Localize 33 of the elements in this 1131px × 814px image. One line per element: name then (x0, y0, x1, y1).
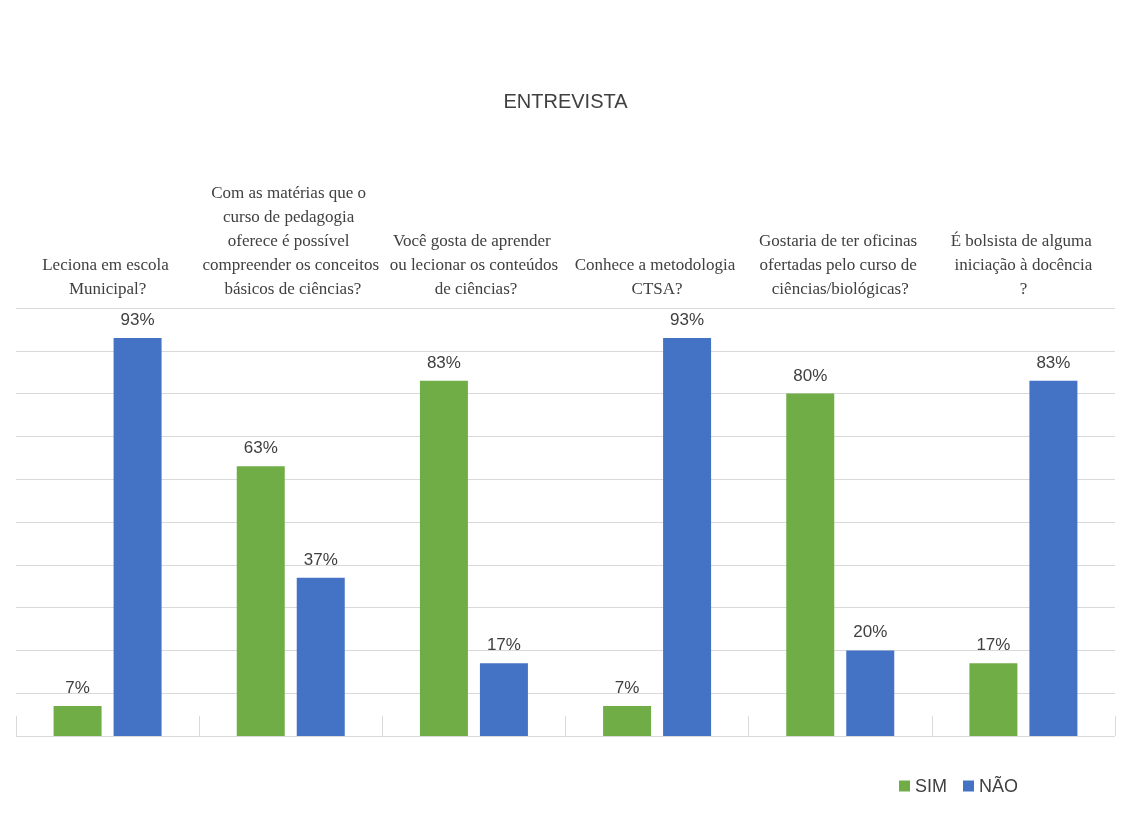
data-label: 80% (793, 365, 828, 385)
bar (113, 337, 162, 736)
data-label: 93% (120, 309, 155, 329)
data-label: 83% (426, 352, 461, 372)
data-label: 7% (65, 678, 90, 698)
data-label: 37% (303, 549, 338, 569)
bar (53, 706, 102, 736)
bar (786, 393, 835, 736)
data-label: 83% (1036, 352, 1071, 372)
data-label: 63% (243, 438, 278, 458)
bar (419, 380, 468, 736)
bar (296, 577, 345, 736)
bar (1029, 380, 1078, 736)
bar (969, 663, 1018, 736)
data-label: 93% (670, 309, 705, 329)
x-tick-label: É bolsista de alguma iniciação à docência? (950, 230, 1097, 298)
bar (603, 706, 652, 736)
x-tick-label: Você gosta de aprender ou lecionar os conteúdos de ciências? (389, 230, 559, 298)
chart-title: ENTREVISTA (503, 90, 629, 112)
x-tick-label: Com as matérias que o curso de pedagogia oferece é possível compreender os conceitos básicos de ciências? (202, 182, 380, 298)
data-label: 20% (853, 622, 888, 642)
x-tick-label: Gostaria de ter oficinas ofertadas pelo curso de ciências/biológicas? (759, 230, 922, 298)
bar (479, 663, 528, 736)
data-label: 17% (486, 635, 521, 655)
legend-label: NÃO (978, 775, 1019, 796)
x-tick-label: Leciona em escola Municipal? (42, 254, 173, 298)
bar (846, 650, 895, 736)
x-tick-label: Conhece a metodologia CTSA? (574, 254, 740, 298)
bar (236, 466, 285, 736)
data-label: 17% (976, 635, 1011, 655)
data-label: 7% (614, 678, 640, 698)
bar (663, 337, 712, 736)
legend-label: SIM (914, 776, 948, 796)
